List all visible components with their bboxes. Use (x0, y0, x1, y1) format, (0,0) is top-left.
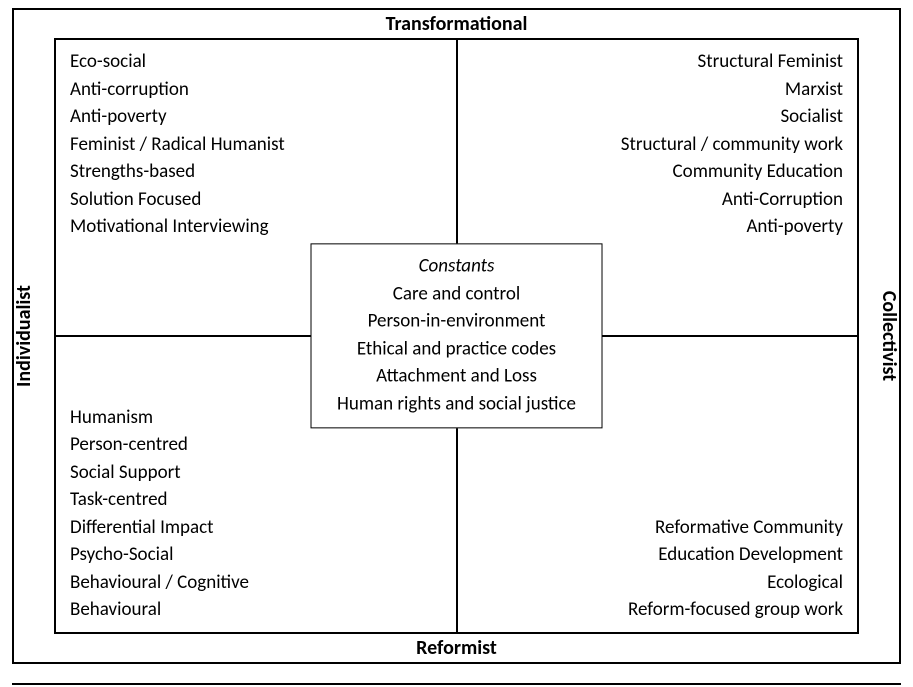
axis-top-label: Transformational (14, 12, 899, 36)
list-item: Structural / community work (471, 131, 844, 159)
list-item: Social Support (70, 459, 443, 487)
quadrant-grid: Eco-social Anti-corruption Anti-poverty … (54, 38, 859, 634)
axis-right-label: Collectivist (877, 236, 901, 436)
list-item: Feminist / Radical Humanist (70, 131, 443, 159)
constants-item: Attachment and Loss (337, 363, 576, 391)
quadrant-diagram: Transformational Reformist Individualist… (12, 8, 901, 664)
list-item: Task-centred (70, 486, 443, 514)
list-item: Anti-Corruption (471, 186, 844, 214)
axis-bottom-label: Reformist (14, 636, 899, 660)
list-item: Structural Feminist (471, 48, 844, 76)
list-item: Strengths-based (70, 158, 443, 186)
list-item: Psycho-Social (70, 541, 443, 569)
list-item: Differential Impact (70, 514, 443, 542)
list-item: Anti-corruption (70, 76, 443, 104)
page-bottom-rule (12, 683, 901, 685)
constants-item: Care and control (337, 280, 576, 308)
list-item: Reform-focused group work (471, 596, 844, 624)
list-item: Anti-poverty (471, 213, 844, 241)
list-item: Person-centred (70, 431, 443, 459)
constants-item: Person-in-environment (337, 307, 576, 335)
list-item: Anti-poverty (70, 103, 443, 131)
constants-item: Human rights and social justice (337, 390, 576, 418)
list-item: Education Development (471, 541, 844, 569)
list-item: Community Education (471, 158, 844, 186)
list-item: Socialist (471, 103, 844, 131)
list-item: Eco-social (70, 48, 443, 76)
list-item: Behavioural (70, 596, 443, 624)
list-item: Ecological (471, 569, 844, 597)
list-item: Reformative Community (471, 514, 844, 542)
constants-box: Constants Care and control Person-in-env… (310, 243, 603, 428)
list-item: Solution Focused (70, 186, 443, 214)
constants-item: Ethical and practice codes (337, 335, 576, 363)
list-item: Behavioural / Cognitive (70, 569, 443, 597)
constants-title: Constants (337, 252, 576, 280)
list-item: Motivational Interviewing (70, 213, 443, 241)
axis-left-label: Individualist (12, 236, 36, 436)
list-item: Marxist (471, 76, 844, 104)
